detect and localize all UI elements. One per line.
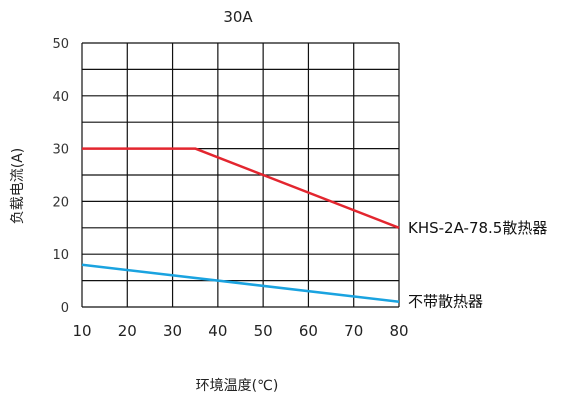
y-tick-label: 40: [52, 90, 69, 105]
x-tick-label: 10: [72, 322, 91, 340]
y-tick-label: 0: [61, 301, 69, 316]
x-tick-label: 20: [118, 322, 137, 340]
y-axis-label: 负载电流(A): [10, 148, 26, 225]
series-label-1: KHS-2A-78.5散热器: [408, 219, 547, 237]
x-tick-labels: 10 20 30 40 50 60 70 80: [72, 322, 408, 340]
y-tick-label: 10: [52, 248, 69, 263]
y-tick-label: 20: [52, 195, 69, 210]
series-lines: [81, 147, 400, 303]
x-tick-label: 70: [344, 322, 363, 340]
series-line-1: [82, 147, 400, 229]
chart-title: 30A: [223, 8, 253, 26]
x-axis-label: 环境温度(℃): [196, 378, 279, 394]
x-tick-label: 80: [389, 322, 408, 340]
x-tick-label: 30: [163, 322, 182, 340]
x-tick-label: 40: [208, 322, 227, 340]
y-tick-labels: 0 10 20 30 40 50: [52, 37, 69, 316]
series-line-2: [81, 263, 400, 303]
series-label-2: 不带散热器: [408, 293, 483, 311]
y-tick-label: 50: [52, 37, 69, 52]
y-tick-label: 30: [52, 143, 69, 158]
x-tick-label: 60: [299, 322, 318, 340]
grid: [81, 42, 400, 308]
x-tick-label: 50: [254, 322, 273, 340]
